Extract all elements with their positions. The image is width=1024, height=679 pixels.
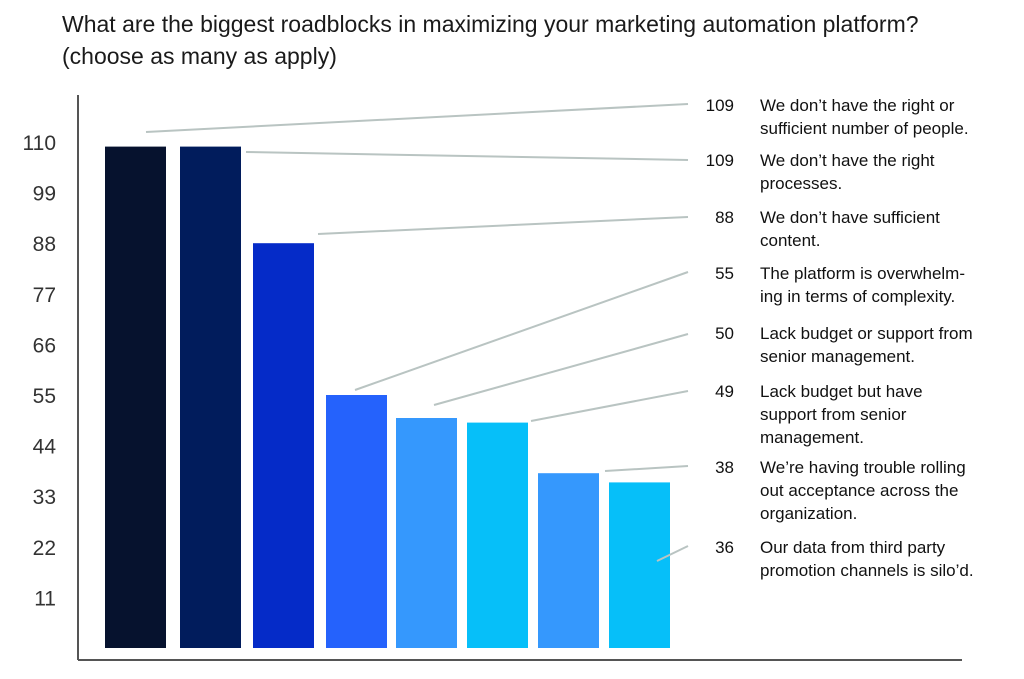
- data-label: 109: [706, 151, 734, 170]
- bar: [609, 482, 670, 648]
- bar: [396, 418, 457, 648]
- leader-line: [317, 216, 689, 235]
- category-label: content.: [760, 231, 821, 250]
- category-label: Our data from third party: [760, 538, 946, 557]
- y-tick-label: 11: [34, 587, 56, 610]
- data-label: 38: [715, 458, 734, 477]
- category-label: sufficient number of people.: [760, 119, 969, 138]
- leader-line: [433, 333, 689, 406]
- data-label: 36: [715, 538, 734, 557]
- y-tick-label: 99: [33, 183, 56, 206]
- category-label: Lack budget or support from: [760, 324, 973, 343]
- leader-line: [530, 390, 689, 422]
- category-label: We don’t have the right or: [760, 96, 955, 115]
- category-label: organization.: [760, 504, 857, 523]
- bar: [105, 146, 166, 648]
- bar: [326, 395, 387, 648]
- category-label: promotion channels is silo’d.: [760, 561, 974, 580]
- leader-line: [656, 545, 689, 562]
- y-tick-label: 66: [33, 334, 56, 357]
- y-tick-label: 44: [33, 436, 57, 459]
- category-label: ing in terms of complexity.: [760, 287, 955, 306]
- leader-line: [245, 151, 689, 161]
- chart-title: What are the biggest roadblocks in maxim…: [62, 8, 1012, 72]
- category-label: senior management.: [760, 347, 915, 366]
- category-label: We don’t have sufficient: [760, 208, 940, 227]
- chart-title-line-1: What are the biggest roadblocks in maxim…: [62, 11, 919, 37]
- leader-line: [145, 103, 689, 133]
- y-tick-label: 55: [33, 385, 56, 408]
- y-tick-label: 110: [23, 132, 56, 155]
- y-tick-label: 88: [33, 233, 56, 256]
- data-label: 50: [715, 324, 734, 343]
- category-label: The platform is overwhelm-: [760, 264, 965, 283]
- category-label: We’re having trouble rolling: [760, 458, 966, 477]
- bar: [538, 473, 599, 648]
- data-label: 109: [706, 96, 734, 115]
- category-label: We don’t have the right: [760, 151, 935, 170]
- bar: [180, 146, 241, 648]
- category-label: out acceptance across the: [760, 481, 958, 500]
- chart-title-line-2: (choose as many as apply): [62, 43, 337, 69]
- data-label: 49: [715, 382, 734, 401]
- bar: [467, 422, 528, 648]
- category-label: processes.: [760, 174, 842, 193]
- category-label: Lack budget but have: [760, 382, 923, 401]
- data-label: 88: [715, 208, 734, 227]
- category-label: management.: [760, 428, 864, 447]
- category-label: support from senior: [760, 405, 907, 424]
- data-label: 55: [715, 264, 734, 283]
- y-tick-label: 33: [33, 486, 56, 509]
- leader-line: [354, 271, 689, 391]
- bar: [253, 243, 314, 648]
- y-tick-label: 22: [33, 537, 56, 560]
- y-tick-label: 77: [33, 284, 56, 307]
- leader-line: [604, 465, 689, 472]
